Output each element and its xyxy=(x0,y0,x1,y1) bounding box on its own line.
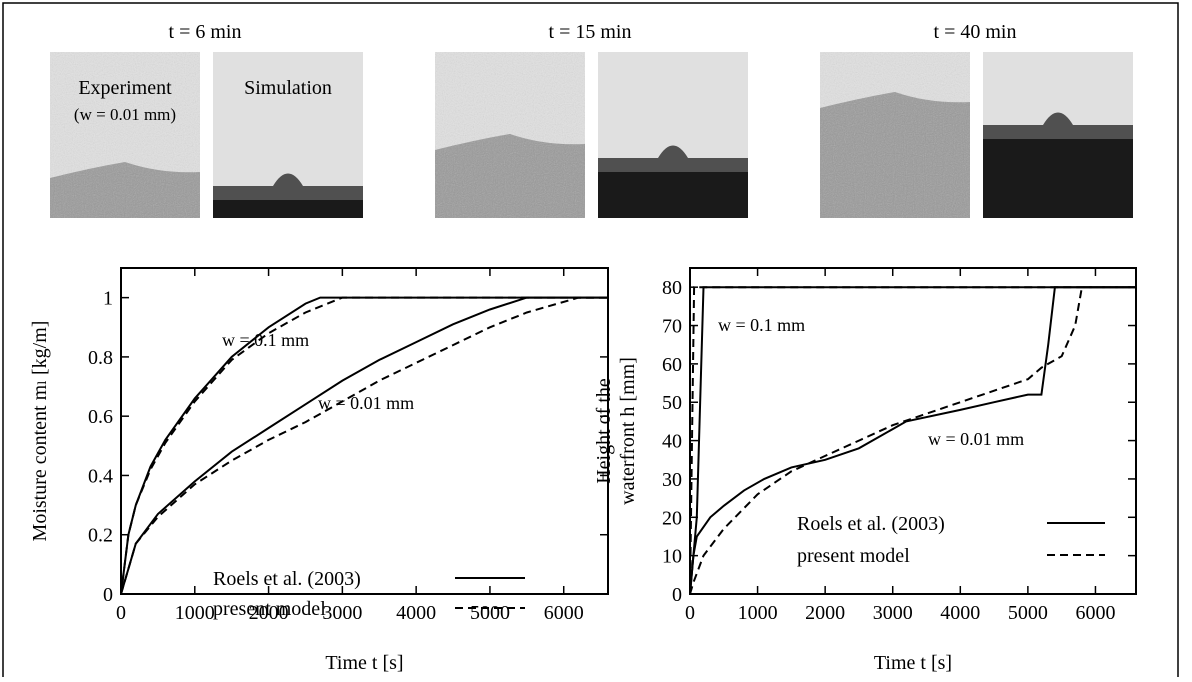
y-tick-label: 0.4 xyxy=(88,465,113,487)
x-tick-label: 4000 xyxy=(940,602,980,624)
y-tick-label: 1 xyxy=(103,288,113,310)
x-tick-label: 2000 xyxy=(249,602,289,624)
y-tick-label: 50 xyxy=(662,392,682,414)
simulation-image-dark xyxy=(983,139,1133,218)
plot-frame xyxy=(689,267,1137,595)
experiment-image-front xyxy=(820,92,970,218)
y-tick-label: 20 xyxy=(662,507,682,529)
x-tick-label: 0 xyxy=(685,602,695,624)
series-line xyxy=(120,296,608,595)
y-tick-label: 70 xyxy=(662,316,682,338)
x-axis-label: Time t [s] xyxy=(325,652,403,674)
x-tick-label: 1000 xyxy=(738,602,778,624)
series-line xyxy=(689,286,1136,595)
annotation: w = 0.1 mm xyxy=(718,315,805,335)
x-tick-label: 4000 xyxy=(396,602,436,624)
x-tick-label: 0 xyxy=(116,602,126,624)
plot-frame xyxy=(120,267,609,595)
x-tick-label: 3000 xyxy=(873,602,913,624)
series-line xyxy=(120,296,608,595)
series-line xyxy=(120,296,608,595)
x-tick-label: 3000 xyxy=(322,602,362,624)
simulation-label: Simulation xyxy=(244,77,332,99)
simulation-image-dark xyxy=(213,200,363,218)
y-tick-label: 40 xyxy=(662,431,682,453)
annotation: w = 0.1 mm xyxy=(222,330,309,350)
panel-time: t = 40 min xyxy=(934,21,1017,43)
y-tick-label: 10 xyxy=(662,546,682,568)
y-axis-label: Moisture content mₗ [kg/m] xyxy=(29,321,51,542)
y-tick-label: 0.8 xyxy=(88,347,113,369)
legend-label: present model xyxy=(213,598,326,620)
legend-label: present model xyxy=(797,545,910,567)
panel-time: t = 15 min xyxy=(549,21,632,43)
legend-label: Roels et al. (2003) xyxy=(797,513,945,535)
experiment-label: Experiment xyxy=(78,77,172,99)
x-tick-label: 6000 xyxy=(1075,602,1115,624)
x-tick-label: 1000 xyxy=(175,602,215,624)
experiment-note: (w = 0.01 mm) xyxy=(74,105,176,124)
x-tick-label: 5000 xyxy=(1008,602,1048,624)
y-tick-label: 0.6 xyxy=(88,406,113,428)
panel-time: t = 6 min xyxy=(169,21,242,43)
annotation: w = 0.01 mm xyxy=(318,393,414,413)
y-tick-label: 60 xyxy=(662,354,682,376)
x-tick-label: 5000 xyxy=(470,602,510,624)
series-line xyxy=(120,296,608,595)
x-tick-label: 2000 xyxy=(805,602,845,624)
x-tick-label: 6000 xyxy=(544,602,584,624)
annotation: w = 0.01 mm xyxy=(928,429,1024,449)
experiment-image-front xyxy=(50,162,200,218)
y-axis-label: Height of the xyxy=(593,378,615,484)
simulation-image-dark xyxy=(598,172,748,218)
y-tick-label: 0 xyxy=(672,584,682,606)
y-axis-label: waterfront h [mm] xyxy=(617,357,639,505)
y-tick-label: 0 xyxy=(103,584,113,606)
x-axis-label: Time t [s] xyxy=(874,652,952,674)
series-line xyxy=(689,286,1136,595)
y-tick-label: 0.2 xyxy=(88,525,113,547)
legend-label: Roels et al. (2003) xyxy=(213,568,361,590)
series-line xyxy=(689,286,1136,595)
y-tick-label: 30 xyxy=(662,469,682,491)
y-tick-label: 80 xyxy=(662,277,682,299)
experiment-image-front xyxy=(435,134,585,218)
